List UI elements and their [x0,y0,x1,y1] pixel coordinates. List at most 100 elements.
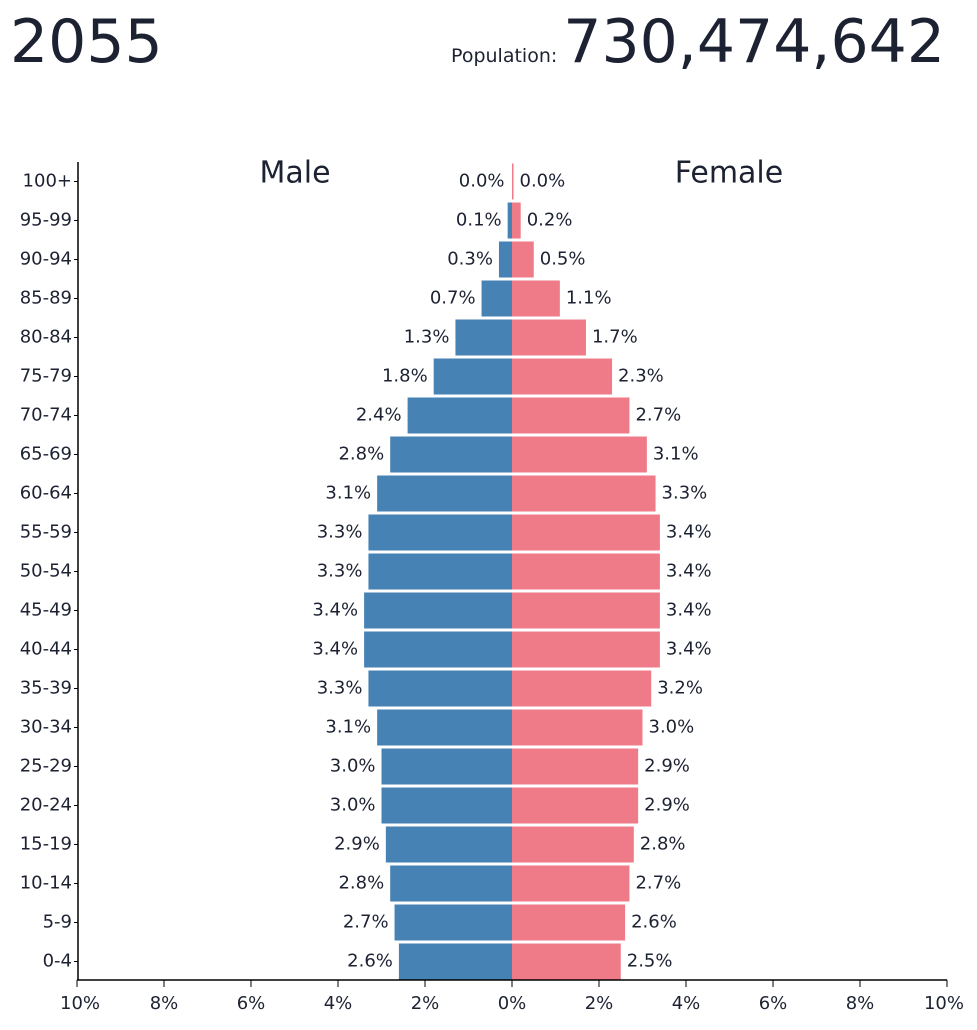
male-bar [398,943,512,980]
male-heading: Male [259,156,330,191]
female-value-label: 2.8% [640,834,686,855]
female-bar [512,202,521,239]
male-value-label: 1.8% [382,366,428,387]
male-bar [498,241,512,278]
male-value-label: 3.3% [317,678,363,699]
female-value-label: 3.3% [662,483,708,504]
age-group-label: 70-74 [20,405,72,426]
female-value-label: 1.7% [592,327,638,348]
x-axis-tick-label: 8% [150,993,179,1014]
female-bar [512,826,634,863]
female-value-label: 1.1% [566,288,612,309]
population-value: 730,474,642 [563,7,945,77]
male-bar [368,553,512,590]
male-bar [394,904,512,941]
age-group-label: 15-19 [20,834,72,855]
male-bar [385,826,512,863]
x-axis-tick-label: 2% [585,993,614,1014]
x-axis-tick-label: 4% [672,993,701,1014]
age-group-label: 75-79 [20,366,72,387]
female-bar [512,709,643,746]
age-group-label: 80-84 [20,327,72,348]
x-axis-tick-label: 8% [846,993,875,1014]
male-value-label: 1.3% [404,327,450,348]
male-value-label: 0.1% [456,210,502,231]
female-bar [512,553,660,590]
male-value-label: 3.4% [312,600,358,621]
age-group-label: 5-9 [43,912,72,933]
female-value-label: 2.3% [618,366,664,387]
male-bar [507,202,512,239]
female-value-label: 2.7% [635,873,681,894]
age-group-label: 90-94 [20,249,72,270]
age-group-label: 50-54 [20,561,72,582]
age-group-label: 0-4 [43,951,72,972]
male-value-label: 3.3% [317,522,363,543]
female-value-label: 3.4% [666,600,712,621]
age-group-label: 45-49 [20,600,72,621]
population-label: Population: [451,45,558,67]
male-value-label: 3.1% [325,717,371,738]
male-bar [364,592,512,629]
female-bar [512,241,534,278]
female-value-label: 3.1% [653,444,699,465]
female-bar [512,943,621,980]
female-bar [512,514,660,551]
male-bar [377,475,512,512]
age-group-label: 100+ [23,171,72,192]
female-value-label: 0.5% [540,249,586,270]
male-value-label: 3.1% [325,483,371,504]
male-bar [368,670,512,707]
age-group-label: 40-44 [20,639,72,660]
male-bar [455,319,512,356]
age-group-label: 95-99 [20,210,72,231]
female-value-label: 2.9% [644,756,690,777]
x-axis-tick-label: 10% [60,993,100,1014]
male-value-label: 2.4% [356,405,402,426]
male-value-label: 2.8% [338,873,384,894]
age-group-label: 25-29 [20,756,72,777]
female-value-label: 2.7% [635,405,681,426]
female-value-label: 3.4% [666,522,712,543]
female-heading: Female [675,156,783,191]
female-bar [512,436,647,473]
male-value-label: 3.0% [330,756,376,777]
female-bar [512,592,660,629]
male-bar [390,436,512,473]
male-value-label: 3.0% [330,795,376,816]
female-value-label: 0.0% [520,171,566,192]
female-bar [512,163,514,200]
male-bar [377,709,512,746]
male-bar [481,280,512,317]
year-title: 2055 [10,7,163,77]
x-axis-tick-label: 10% [924,993,964,1014]
age-group-label: 30-34 [20,717,72,738]
age-group-label: 20-24 [20,795,72,816]
female-bar [512,397,630,434]
female-bar [512,319,586,356]
male-value-label: 2.8% [338,444,384,465]
female-value-label: 2.5% [627,951,673,972]
male-bar [364,631,512,668]
age-group-label: 60-64 [20,483,72,504]
male-value-label: 3.4% [312,639,358,660]
female-bar [512,787,639,824]
female-bar [512,280,560,317]
female-value-label: 3.0% [649,717,695,738]
female-value-label: 3.4% [666,561,712,582]
age-group-label: 65-69 [20,444,72,465]
female-bar [512,475,656,512]
female-bar [512,358,613,395]
female-value-label: 3.4% [666,639,712,660]
male-value-label: 0.3% [447,249,493,270]
female-bar [512,631,660,668]
x-axis-tick-label: 0% [498,993,527,1014]
female-value-label: 2.9% [644,795,690,816]
female-bar [512,670,652,707]
x-axis-tick-label: 4% [324,993,353,1014]
age-group-label: 10-14 [20,873,72,894]
male-bar [390,865,512,902]
male-bar [433,358,512,395]
female-value-label: 2.6% [631,912,677,933]
